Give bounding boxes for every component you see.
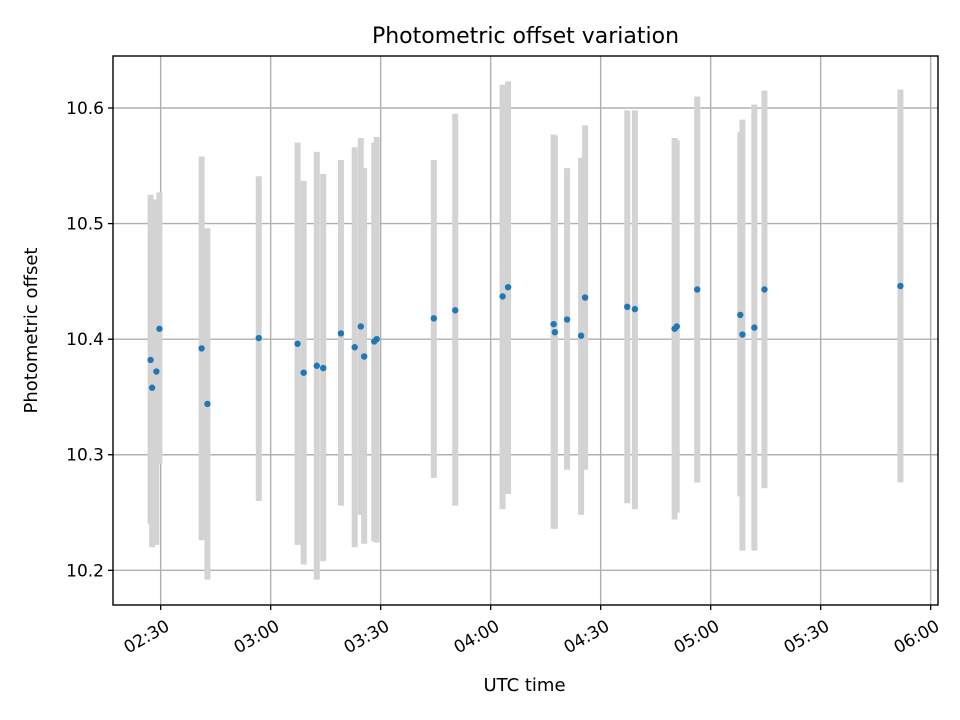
- chart-title: Photometric offset variation: [372, 24, 679, 49]
- x-tick-label: 04:00: [451, 616, 503, 658]
- data-point: [631, 305, 639, 313]
- x-tick-label: 04:30: [561, 616, 613, 658]
- data-point: [504, 283, 512, 291]
- data-point: [739, 331, 746, 338]
- data-point: [255, 334, 262, 342]
- x-tick-label: 05:30: [781, 616, 833, 658]
- data-point: [148, 384, 156, 391]
- data-point: [551, 329, 559, 336]
- data-point: [581, 294, 589, 301]
- data-point: [897, 282, 904, 290]
- x-tick-label: 02:30: [121, 616, 173, 658]
- data-point: [313, 362, 321, 369]
- data-point: [147, 356, 154, 364]
- data-point: [300, 369, 307, 376]
- y-tick-label: 10.2: [66, 561, 104, 581]
- x-tick-label: 06:00: [891, 616, 943, 658]
- data-point: [694, 286, 701, 293]
- marker-layer: [147, 282, 904, 408]
- x-tick-label: 03:00: [231, 616, 283, 658]
- data-point: [337, 330, 345, 337]
- data-point: [737, 311, 744, 319]
- data-point: [360, 353, 368, 360]
- plot-frame: [112, 55, 939, 606]
- y-tick-label: 10.5: [66, 215, 104, 235]
- data-point: [373, 335, 380, 343]
- data-point: [320, 364, 327, 372]
- data-point: [351, 344, 358, 351]
- grid-layer: [113, 56, 938, 605]
- y-tick-label: 10.4: [66, 330, 104, 350]
- data-point: [156, 325, 163, 332]
- data-point: [624, 303, 631, 311]
- data-point: [761, 286, 768, 293]
- x-tick-label: 03:30: [341, 616, 393, 658]
- data-point: [673, 323, 680, 330]
- y-tick-label: 10.6: [66, 99, 104, 119]
- x-tick-label: 05:00: [671, 616, 723, 658]
- data-point: [550, 320, 557, 328]
- data-point: [294, 340, 301, 347]
- data-point: [499, 293, 506, 300]
- data-point: [357, 323, 365, 330]
- data-point: [452, 307, 459, 314]
- data-point: [204, 400, 211, 408]
- y-axis-label: Photometric offset: [21, 248, 42, 414]
- y-tick-label: 10.3: [66, 446, 104, 466]
- data-point: [751, 324, 758, 331]
- data-point: [153, 368, 160, 375]
- data-point: [577, 332, 585, 339]
- x-axis-label: UTC time: [483, 675, 565, 696]
- data-point: [563, 316, 571, 323]
- data-point: [430, 315, 438, 322]
- data-point: [198, 345, 205, 352]
- errorbar-layer: [147, 81, 904, 580]
